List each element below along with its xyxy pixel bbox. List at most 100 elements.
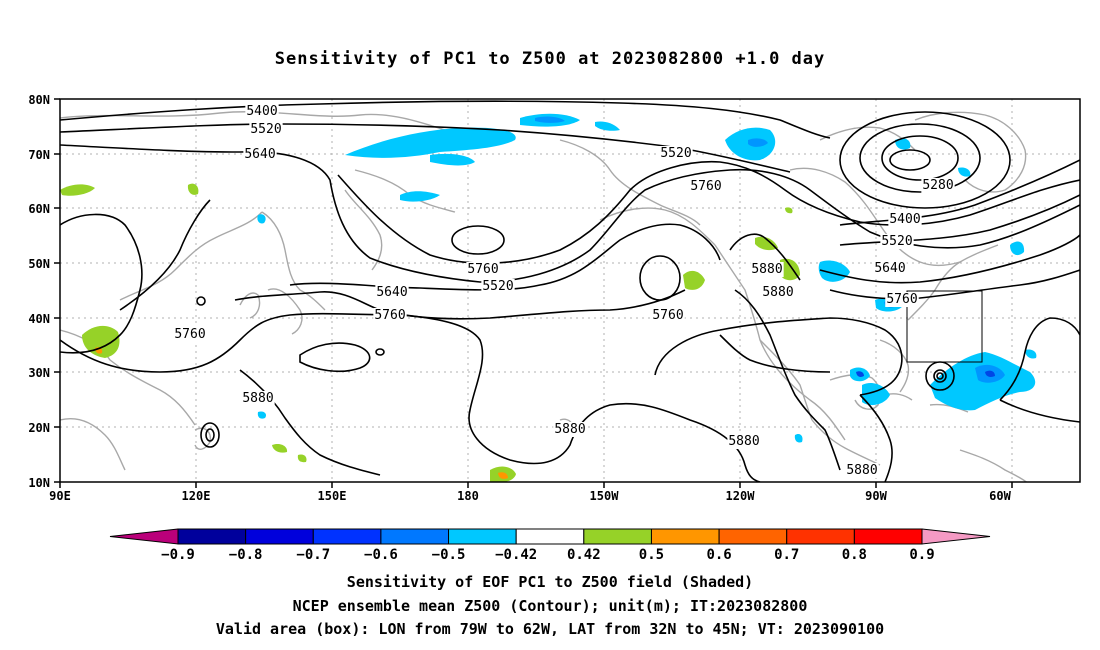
contour-label: 5880 bbox=[762, 285, 793, 300]
lon-label: 150W bbox=[590, 489, 620, 503]
contour-label-bg bbox=[481, 279, 515, 294]
contour-label-bg bbox=[873, 261, 907, 276]
lat-label: 60N bbox=[28, 202, 50, 216]
colorbar-segment bbox=[380, 528, 450, 545]
colorbar-segment bbox=[786, 528, 855, 545]
colorbar-upper-extension bbox=[921, 528, 991, 545]
contour-label: 5400 bbox=[246, 104, 277, 119]
lon-label: 150E bbox=[318, 489, 347, 503]
colorbar-tick-label: −0.5 bbox=[432, 547, 466, 563]
lon-label: 180 bbox=[457, 489, 479, 503]
colorbar-segment bbox=[718, 528, 788, 545]
colorbar-tick-label: 0.7 bbox=[774, 547, 799, 563]
colorbar-tick-label: −0.7 bbox=[296, 547, 330, 563]
contour-label: 5760 bbox=[467, 262, 498, 277]
colorbar-segment bbox=[448, 528, 517, 545]
lon-label: 120W bbox=[726, 489, 756, 503]
colorbar-lower-extension bbox=[109, 528, 179, 545]
contour-label-bg bbox=[880, 234, 914, 249]
contour-label: 5880 bbox=[751, 262, 782, 277]
colorbar-segment bbox=[515, 528, 585, 545]
lon-label: 90W bbox=[865, 489, 887, 503]
contour-label-bg bbox=[373, 308, 407, 323]
lat-label: 50N bbox=[28, 257, 50, 271]
contour-label: 5760 bbox=[886, 292, 917, 307]
colorbar-segment bbox=[853, 528, 923, 545]
contour-label-bg bbox=[241, 391, 275, 406]
contour-label: 5760 bbox=[374, 308, 405, 323]
lat-label: 20N bbox=[28, 421, 50, 435]
contour-label: 5760 bbox=[652, 308, 683, 323]
contour-label-bg bbox=[885, 292, 919, 307]
colorbar-segment bbox=[177, 528, 247, 545]
contour-label: 5640 bbox=[874, 261, 905, 276]
colorbar-tick-label: 0.8 bbox=[842, 547, 867, 563]
lat-label: 30N bbox=[28, 366, 50, 380]
contour-label: 5400 bbox=[889, 212, 920, 227]
axis-ticks bbox=[54, 98, 1013, 488]
colorbar-tick-label: 0.42 bbox=[567, 547, 601, 563]
colorbar-tick-label: −0.9 bbox=[161, 547, 195, 563]
contour-label-bg bbox=[375, 285, 409, 300]
contour-label-bg bbox=[651, 308, 685, 323]
contour-label-bg bbox=[750, 262, 784, 277]
lat-labels: 80N 70N 60N 50N 40N 30N 20N 10N bbox=[28, 93, 50, 490]
colorbar-tick-label: 0.9 bbox=[909, 547, 934, 563]
page-title: Sensitivity of PC1 to Z500 at 2023082800… bbox=[274, 49, 826, 69]
contour-label: 5520 bbox=[660, 146, 691, 161]
colorbar bbox=[109, 528, 991, 545]
caption-line-3: Valid area (box): LON from 79W to 62W, L… bbox=[215, 620, 885, 638]
contour-label: 5880 bbox=[846, 463, 877, 478]
contour-label: 5520 bbox=[881, 234, 912, 249]
contour-label: 5760 bbox=[690, 179, 721, 194]
z500-contours bbox=[60, 100, 1080, 482]
colorbar-tick-label: −0.6 bbox=[364, 547, 398, 563]
contour-label-bg bbox=[761, 285, 795, 300]
lon-labels: 90E 120E 150E 180 150W 120W 90W 60W bbox=[49, 489, 1011, 503]
contour-label-bg bbox=[553, 422, 587, 437]
contour-label: 5880 bbox=[554, 422, 585, 437]
lon-label: 60W bbox=[989, 489, 1011, 503]
colorbar-tick-label: 0.5 bbox=[639, 547, 664, 563]
caption-line-1: Sensitivity of EOF PC1 to Z500 field (Sh… bbox=[346, 573, 754, 591]
colorbar-labels: −0.9 −0.8 −0.7 −0.6 −0.5 −0.42 0.42 0.5 0.6 0.7 0.… bbox=[161, 547, 935, 563]
lon-label: 90E bbox=[49, 489, 71, 503]
contour-label-bg bbox=[888, 212, 922, 227]
contour-label: 5880 bbox=[242, 391, 273, 406]
colorbar-tick-label: −0.8 bbox=[229, 547, 263, 563]
colorbar-segment bbox=[245, 528, 314, 545]
colorbar-segment bbox=[312, 528, 382, 545]
contour-label: 5520 bbox=[482, 279, 513, 294]
map-border bbox=[59, 98, 1081, 483]
colorbar-segment bbox=[583, 528, 652, 545]
contour-label-bg bbox=[689, 179, 723, 194]
contour-label-bg bbox=[845, 463, 879, 478]
contour-label-bg bbox=[727, 434, 761, 449]
lat-label: 10N bbox=[28, 476, 50, 490]
contour-label: 5760 bbox=[174, 327, 205, 342]
contour-label-bg bbox=[921, 178, 955, 193]
caption-line-2: NCEP ensemble mean Z500 (Contour); unit(… bbox=[292, 597, 808, 615]
contour-label: 5280 bbox=[922, 178, 953, 193]
contour-label: 5880 bbox=[728, 434, 759, 449]
contour-label-bg bbox=[466, 262, 500, 277]
contour-labels: 5400 5520 5640 5520 5760 5280 5400 5520 5640 5760… bbox=[173, 104, 955, 478]
lat-label: 80N bbox=[28, 93, 50, 107]
colorbar-tick-label: 0.6 bbox=[706, 547, 731, 563]
lat-label: 40N bbox=[28, 312, 50, 326]
contour-label: 5640 bbox=[376, 285, 407, 300]
contour-label-bg bbox=[173, 327, 207, 342]
contour-label-bg bbox=[245, 104, 279, 119]
lon-label: 120E bbox=[182, 489, 211, 503]
contour-label: 5520 bbox=[250, 122, 281, 137]
colorbar-segment bbox=[650, 528, 720, 545]
shaded-sensitivity-areas bbox=[60, 113, 1037, 482]
contour-label-bg bbox=[249, 122, 283, 137]
contour-label: 5640 bbox=[244, 147, 275, 162]
contour-label-bg bbox=[659, 146, 693, 161]
valid-area-box bbox=[906, 290, 983, 363]
contour-label-bg bbox=[243, 147, 277, 162]
colorbar-tick-label: −0.42 bbox=[495, 547, 537, 563]
lat-label: 70N bbox=[28, 148, 50, 162]
